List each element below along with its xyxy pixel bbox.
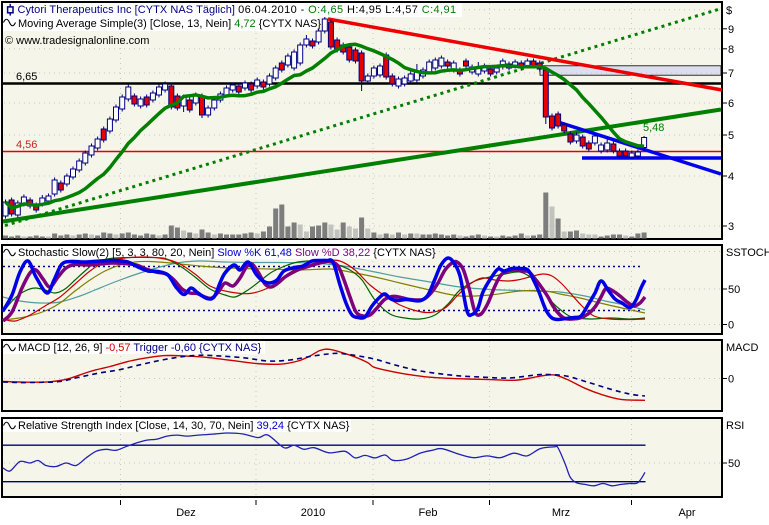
svg-text:6,65: 6,65 xyxy=(16,71,37,83)
svg-text:7: 7 xyxy=(728,68,734,80)
svg-text:50: 50 xyxy=(728,284,740,296)
svg-text:MACD: MACD xyxy=(726,342,758,354)
svg-text:5,48: 5,48 xyxy=(643,122,664,134)
svg-text:Relative Strength Index [Close: Relative Strength Index [Close, 14, 30, … xyxy=(18,420,350,432)
svg-text:3: 3 xyxy=(728,221,734,233)
svg-text:© www.tradesignalonline.com: © www.tradesignalonline.com xyxy=(5,35,149,47)
svg-text:4: 4 xyxy=(728,171,734,183)
svg-text:Mrz: Mrz xyxy=(552,507,570,519)
svg-text:$: $ xyxy=(726,5,732,17)
svg-text:Apr: Apr xyxy=(678,507,695,519)
svg-text:6: 6 xyxy=(728,98,734,110)
svg-text:5: 5 xyxy=(728,130,734,142)
svg-text:Dez: Dez xyxy=(176,507,196,519)
svg-text:Stochastic Slow(2) [5, 3, 3, 8: Stochastic Slow(2) [5, 3, 3, 80, 20, Nei… xyxy=(18,247,436,259)
svg-text:Cytori Therapeutics Inc [CYTX: Cytori Therapeutics Inc [CYTX NAS Täglic… xyxy=(18,4,457,16)
svg-text:9: 9 xyxy=(728,24,734,36)
svg-text:Moving Average Simple(3) [Clos: Moving Average Simple(3) [Close, 13, Nei… xyxy=(18,18,321,30)
svg-text:8: 8 xyxy=(728,44,734,56)
svg-text:2010: 2010 xyxy=(301,507,325,519)
svg-text:SSTOCHASTIC: SSTOCHASTIC xyxy=(726,247,769,259)
svg-text:4,56: 4,56 xyxy=(16,139,37,151)
svg-text:RSI: RSI xyxy=(726,420,744,432)
svg-text:MACD [12, 26, 9] -0,57 Trigger: MACD [12, 26, 9] -0,57 Trigger -0,60 {CY… xyxy=(18,342,262,354)
svg-text:50: 50 xyxy=(728,458,740,470)
svg-text:0: 0 xyxy=(728,320,734,332)
svg-text:0: 0 xyxy=(728,374,734,386)
svg-text:Feb: Feb xyxy=(419,507,438,519)
